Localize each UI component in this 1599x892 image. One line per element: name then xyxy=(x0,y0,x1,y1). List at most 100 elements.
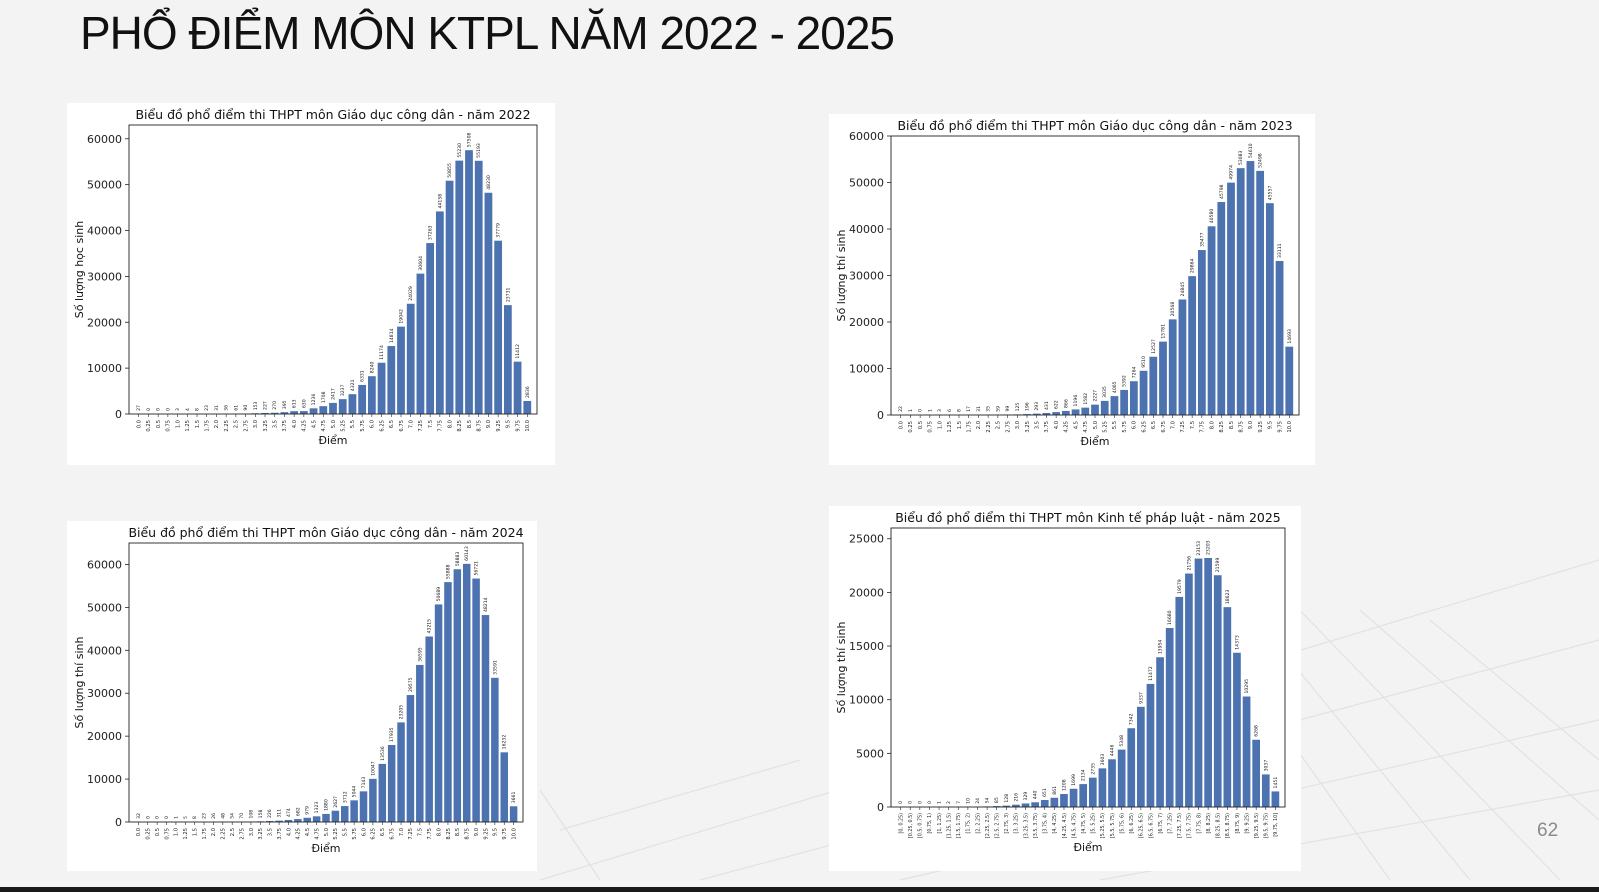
x-tick-label: 6.25 xyxy=(371,828,377,840)
bar-value-label: 1451 xyxy=(1273,777,1279,789)
bar-value-label: 14693 xyxy=(1287,329,1293,344)
x-tick-label: 0.75 xyxy=(928,421,934,433)
bar-value-label: 1708 xyxy=(321,391,327,403)
x-tick-label: 9.75 xyxy=(502,828,508,840)
bar-value-label: 15781 xyxy=(1161,324,1167,339)
bar xyxy=(1197,250,1206,415)
bar-value-label: 55193 xyxy=(476,143,482,158)
bar xyxy=(1146,683,1155,807)
bar-value-label: 8240 xyxy=(369,361,375,373)
x-tick-label: [4.5, 4.75) xyxy=(1071,813,1077,838)
bar-value-label: 11412 xyxy=(515,344,521,359)
bar xyxy=(462,563,471,822)
bar xyxy=(1194,558,1203,807)
bar xyxy=(472,578,480,822)
bar xyxy=(1217,202,1226,415)
x-axis-label: Điểm xyxy=(311,842,340,855)
bar-value-label: 3035 xyxy=(1102,386,1108,398)
bar xyxy=(465,150,473,414)
bar-value-label: 2735 xyxy=(1090,763,1096,775)
x-tick-label: 1.5 xyxy=(192,828,198,836)
x-tick-label: 10.0 xyxy=(1287,421,1293,433)
bar xyxy=(1100,400,1109,415)
x-tick-label: 0.75 xyxy=(166,420,172,432)
bar-value-label: 7143 xyxy=(361,777,367,789)
bar-value-label: 22 xyxy=(898,406,904,412)
bar-value-label: 24 xyxy=(975,798,981,804)
bar-value-label: 23205 xyxy=(399,705,405,720)
x-tick-label: 9.75 xyxy=(1277,421,1283,433)
x-tick-label: 0.75 xyxy=(164,828,170,840)
bar xyxy=(494,240,503,414)
x-tick-label: [7.75, 8) xyxy=(1196,813,1202,834)
x-tick-label: 2.0 xyxy=(976,421,982,429)
bar xyxy=(1040,800,1049,807)
bar-value-label: 37263 xyxy=(428,225,434,240)
x-tick-label: 8.75 xyxy=(1239,421,1245,433)
bar xyxy=(303,817,311,822)
bar-value-label: 4321 xyxy=(350,379,356,391)
plot-frame xyxy=(890,135,1300,416)
x-tick-label: 8.0 xyxy=(436,828,442,836)
bar-value-label: 0 xyxy=(898,801,904,804)
x-tick-label: [1.75, 2) xyxy=(966,813,972,834)
bar xyxy=(348,394,357,414)
bar-value-label: 0 xyxy=(164,816,170,819)
bar xyxy=(1165,628,1174,807)
bar xyxy=(1223,607,1232,807)
x-tick-label: 3.5 xyxy=(268,828,274,836)
x-tick-label: 8.0 xyxy=(1209,421,1215,429)
bar xyxy=(1168,319,1177,415)
bar-value-label: 682 xyxy=(295,807,301,816)
bar-value-label: 50689 xyxy=(436,587,442,602)
y-tick-label: 60000 xyxy=(849,130,884,143)
x-tick-label: [0.5, 0.75) xyxy=(918,813,924,838)
x-axis-label: Điểm xyxy=(1073,841,1102,854)
x-tick-label: [1, 1.25) xyxy=(937,813,943,834)
chart-2022: Biểu đồ phổ điểm thi THPT môn Giáo dục c… xyxy=(73,107,538,447)
bar-value-label: 30604 xyxy=(418,256,424,271)
x-tick-label: 7.75 xyxy=(438,420,444,432)
bar-value-label: 37779 xyxy=(496,223,502,238)
bar-value-label: 125 xyxy=(1015,403,1021,412)
chart-2025-card: Biểu đồ phổ điểm thi THPT môn Kinh tế ph… xyxy=(829,506,1301,871)
bar-value-label: 24029 xyxy=(408,286,414,301)
bar xyxy=(445,180,454,414)
x-tick-label: [6.75, 7) xyxy=(1158,813,1164,834)
bar-value-label: 10047 xyxy=(370,761,376,776)
x-tick-label: 4.25 xyxy=(302,420,308,432)
bar-value-label: 108 xyxy=(248,810,254,819)
x-tick-label: 4.0 xyxy=(286,828,292,836)
bar xyxy=(359,791,368,822)
bar xyxy=(1246,161,1255,415)
bar-value-label: 99 xyxy=(1005,406,1011,412)
x-tick-label: 5.0 xyxy=(324,828,330,836)
bar-value-label: 2227 xyxy=(1093,390,1099,402)
x-tick-label: 5.0 xyxy=(331,420,337,428)
x-tick-label: 2.0 xyxy=(214,420,220,428)
bar-value-label: 48 xyxy=(220,813,226,819)
x-tick-label: 5.5 xyxy=(350,420,356,428)
x-tick-label: 9.0 xyxy=(486,420,492,428)
bar-value-label: 31 xyxy=(976,406,982,412)
y-tick-label: 5000 xyxy=(856,747,884,760)
x-tick-label: 3.5 xyxy=(273,420,279,428)
bar xyxy=(1159,341,1167,415)
x-tick-label: [8, 8.25) xyxy=(1206,813,1212,834)
chart-2023: Biểu đồ phổ điểm thi THPT môn Giáo dục c… xyxy=(835,118,1300,448)
bar-value-label: 14373 xyxy=(1234,635,1240,650)
bar xyxy=(435,211,444,414)
bar xyxy=(1265,203,1274,415)
bar-value-label: 6331 xyxy=(360,370,366,382)
bar-value-label: 1236 xyxy=(311,394,317,406)
bar xyxy=(284,819,293,822)
bar-value-label: 29575 xyxy=(408,677,414,692)
x-tick-label: 3.0 xyxy=(253,420,259,428)
bar-value-label: 5 xyxy=(183,816,189,819)
bar-value-label: 21599 xyxy=(1215,558,1221,573)
x-tick-label: 2.5 xyxy=(230,828,236,836)
y-tick-label: 10000 xyxy=(87,362,122,375)
bar xyxy=(377,362,386,414)
x-tick-label: 7.5 xyxy=(1190,421,1196,429)
plot-frame xyxy=(890,527,1286,808)
